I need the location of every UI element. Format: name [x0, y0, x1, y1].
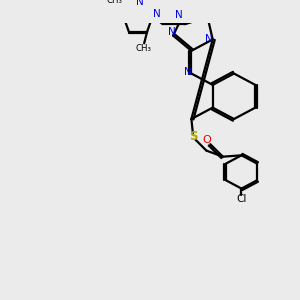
Text: N: N [153, 9, 160, 19]
Text: N: N [168, 27, 176, 37]
Text: CH₃: CH₃ [106, 0, 122, 5]
Text: N: N [175, 10, 183, 20]
Text: O: O [202, 135, 211, 145]
Text: S: S [189, 130, 197, 143]
Text: Cl: Cl [236, 194, 247, 203]
Text: CH₃: CH₃ [136, 44, 152, 53]
Text: N: N [136, 0, 143, 7]
Text: N: N [184, 67, 192, 77]
Text: N: N [205, 34, 213, 44]
